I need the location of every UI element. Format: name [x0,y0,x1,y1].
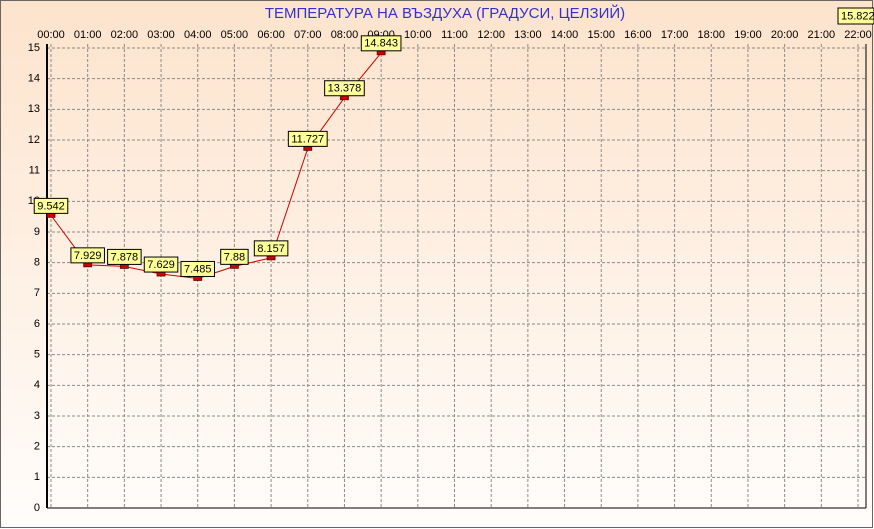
data-label: 7.878 [111,251,139,263]
x-tick-label: 15:00 [587,29,615,41]
x-tick-label: 18:00 [698,29,726,41]
y-tick-label: 2 [34,441,40,453]
x-tick-label: 20:00 [771,29,799,41]
data-label: 13.378 [328,83,362,95]
y-tick-label: 6 [34,318,40,330]
data-label-box [70,247,105,264]
y-tick-label: 15 [28,42,40,54]
data-label: 9.542 [37,200,65,212]
data-label-box [360,35,402,52]
x-tick-label: 01:00 [74,29,102,41]
x-tick-label: 08:00 [331,29,359,41]
x-tick-label: 14:00 [551,29,579,41]
y-tick-label: 13 [28,103,40,115]
x-tick-label: 12:00 [477,29,505,41]
data-label-box [324,80,365,97]
y-tick-label: 1 [34,471,40,483]
y-tick-label: 7 [34,287,40,299]
data-label: 7.929 [74,250,102,262]
data-label: 7.485 [184,263,212,275]
x-tick-label: 00:00 [37,29,65,41]
data-label: 11.727 [291,133,324,145]
x-tick-label: 02:00 [111,29,139,41]
x-tick-label: 17:00 [661,29,689,41]
x-tick-label: 03:00 [147,29,175,41]
data-label-box [33,197,69,214]
data-label: 8.157 [257,243,285,255]
data-line [50,52,382,279]
y-tick-label: 0 [34,502,40,514]
data-label-box [180,260,215,277]
y-tick-label: 12 [28,134,40,146]
x-tick-label: 19:00 [734,29,762,41]
data-label-box [143,256,179,273]
data-label: 7.88 [224,251,245,263]
x-tick-label: 21:00 [808,29,836,41]
y-tick-label: 9 [34,226,40,238]
x-tick-label: 05:00 [221,29,249,41]
data-label-box [220,248,249,265]
x-tick-label: 06:00 [257,29,285,41]
annotation: 15.822 [841,10,874,22]
y-tick-label: 8 [34,257,40,269]
x-tick-label: 04:00 [184,29,212,41]
data-label-box [253,240,289,257]
y-tick-label: 5 [34,349,40,361]
x-tick-label: 13:00 [514,29,542,41]
y-tick-label: 11 [29,165,40,177]
x-tick-label: 10:00 [404,29,432,41]
x-tick-label: 07:00 [294,29,322,41]
x-tick-label: 22:00 [844,29,872,41]
y-tick-label: 3 [34,410,40,422]
data-label-box [107,248,142,265]
y-tick-label: 4 [34,379,40,391]
annotation-box [837,7,874,25]
data-label: 14.843 [364,38,398,50]
x-tick-label: 11:00 [441,29,468,41]
chart-title: ТЕМПЕРАТУРА НА ВЪЗДУХА (ГРАДУСИ, ЦЕЛЗИЙ) [265,4,625,22]
y-tick-label: 14 [28,73,40,85]
x-tick-label: 16:00 [624,29,652,41]
data-label-box [287,130,328,147]
data-label: 7.629 [147,259,175,271]
